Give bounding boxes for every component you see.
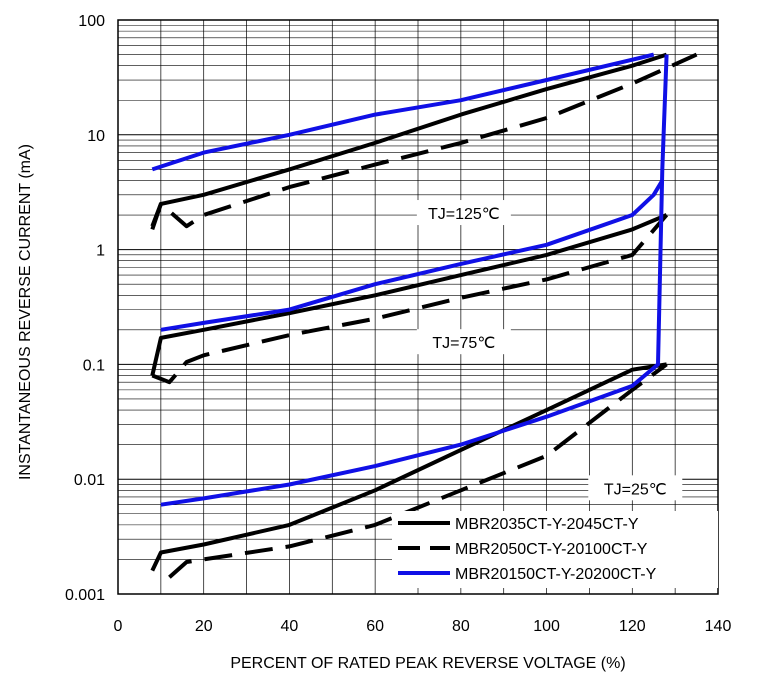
series-line	[151, 52, 655, 172]
x-tick-label: 120	[619, 618, 646, 635]
y-tick-label: 1	[96, 243, 105, 260]
series-line	[150, 213, 668, 376]
x-tick-labels: 0 20 40 60 80 100 120 140	[114, 618, 732, 635]
legend: MBR2035CT-Y-2045CT-Y MBR2050CT-Y-20100CT-…	[392, 511, 718, 588]
x-tick-label: 0	[114, 618, 123, 635]
series-line	[160, 54, 669, 507]
x-tick-label: 40	[281, 618, 299, 635]
temperature-annotation: TJ=125℃	[428, 206, 500, 223]
legend-label: MBR2035CT-Y-2045CT-Y	[455, 516, 639, 533]
x-tick-label: 80	[452, 618, 470, 635]
y-tick-label: 0.01	[74, 472, 105, 489]
x-tick-label: 100	[533, 618, 560, 635]
series-lines	[150, 52, 698, 579]
temperature-annotation: TJ=75℃	[432, 335, 495, 352]
series-line	[150, 362, 667, 572]
series-line	[160, 179, 665, 332]
y-tick-label: 10	[87, 128, 105, 145]
y-tick-label: 0.001	[65, 587, 105, 604]
y-axis-title: INSTANTANEOUS REVERSE CURRENT (mA)	[17, 144, 34, 480]
y-tick-label: 100	[78, 13, 105, 30]
series-line	[150, 52, 698, 231]
x-tick-label: 20	[195, 618, 213, 635]
series-line	[151, 213, 669, 385]
series-line	[150, 52, 668, 227]
x-tick-label: 60	[366, 618, 384, 635]
annotation-background	[416, 200, 511, 226]
x-tick-label: 140	[705, 618, 732, 635]
x-axis-title: PERCENT OF RATED PEAK REVERSE VOLTAGE (%…	[230, 655, 625, 672]
annotation-background	[416, 329, 511, 355]
series-line	[168, 362, 668, 579]
y-tick-label: 0.1	[83, 357, 105, 374]
legend-label: MBR2050CT-Y-20100CT-Y	[455, 541, 648, 558]
annotation-background	[588, 475, 683, 501]
y-tick-labels: 0.001 0.01 0.1 1 10 100	[65, 13, 105, 604]
legend-label: MBR20150CT-Y-20200CT-Y	[455, 566, 657, 583]
temperature-annotation: TJ=25℃	[604, 481, 667, 498]
plot-frame	[117, 19, 719, 595]
annotations: TJ=125℃ TJ=75℃ TJ=25℃	[416, 200, 683, 501]
